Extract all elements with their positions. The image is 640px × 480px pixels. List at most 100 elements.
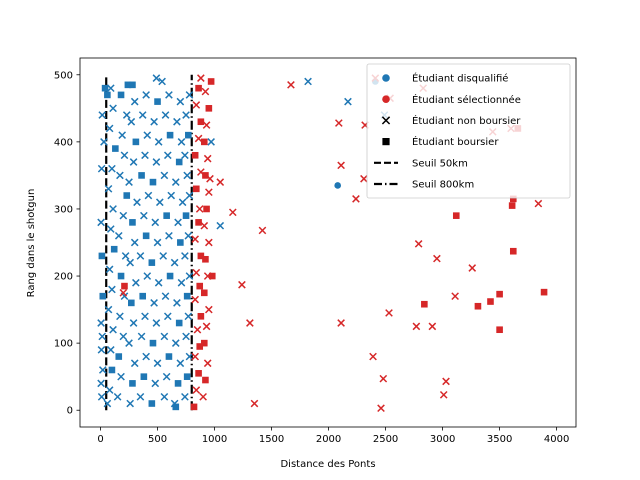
disqualified-point xyxy=(154,138,163,146)
disqualified-point-stroke xyxy=(155,198,164,207)
y-tick-label: 500 xyxy=(54,70,73,81)
disqualified-point-stroke xyxy=(116,171,124,180)
disqualified-point xyxy=(97,218,105,227)
disqualified-point xyxy=(142,352,150,361)
disqualified-point xyxy=(184,312,193,321)
selected-point-stroke xyxy=(414,240,423,248)
disqualified-point xyxy=(182,111,190,119)
disqualified-point-stroke xyxy=(161,292,170,301)
data-points xyxy=(97,74,548,413)
disqualified-point xyxy=(109,104,117,113)
disqualified-point xyxy=(159,252,168,260)
disqualified-point xyxy=(182,332,190,341)
x-tick-label: 2000 xyxy=(316,434,341,445)
selected-point xyxy=(195,219,202,226)
selected-point xyxy=(258,226,267,235)
disqualified-point xyxy=(140,211,148,220)
disqualified-point xyxy=(142,232,150,240)
disqualified-point-stroke xyxy=(106,84,115,93)
disqualified-point-stroke xyxy=(181,392,189,401)
disqualified-point xyxy=(136,252,145,260)
disqualified-point xyxy=(105,124,114,133)
disqualified-point-stroke xyxy=(150,117,158,126)
selected-point-stroke xyxy=(197,168,205,176)
disqualified-point-stroke xyxy=(165,231,173,240)
disqualified-point-stroke xyxy=(104,305,113,314)
disqualified-point-stroke xyxy=(185,352,194,361)
disqualified-point xyxy=(176,359,185,368)
selected-point-stroke xyxy=(206,174,214,183)
disqualified-point-stroke xyxy=(185,91,194,99)
disqualified-point-stroke xyxy=(173,117,181,126)
disqualified-point-stroke xyxy=(127,117,136,126)
disqualified-point xyxy=(160,171,169,180)
disqualified-point xyxy=(116,312,124,321)
y-tick-label: 200 xyxy=(54,272,73,283)
x-tick-label: 4000 xyxy=(544,434,569,445)
disqualified-point xyxy=(109,325,117,334)
selected-point-stroke xyxy=(205,188,213,197)
x-tick-label: 1500 xyxy=(259,434,284,445)
disqualified-point xyxy=(182,212,190,219)
disqualified-point xyxy=(106,346,115,354)
disqualified-point xyxy=(171,339,180,347)
selected-point xyxy=(202,255,209,263)
disqualified-point-stroke xyxy=(142,352,150,361)
disqualified-point xyxy=(183,373,191,380)
disqualified-point xyxy=(144,191,153,200)
legend-entry-2-label: Étudiant sélectionnée xyxy=(412,93,521,106)
disqualified-point-stroke xyxy=(126,399,135,408)
disqualified-point-stroke xyxy=(165,91,173,99)
disqualified-point xyxy=(161,292,170,301)
disqualified-point-stroke xyxy=(129,158,138,166)
disqualified-point-stroke xyxy=(109,205,117,213)
disqualified-point-stroke xyxy=(171,178,180,186)
disqualified-point xyxy=(143,272,152,280)
selected-point xyxy=(207,78,215,85)
disqualified-point xyxy=(99,292,107,300)
selected-point xyxy=(202,376,209,384)
selected-point xyxy=(534,199,543,208)
selected-point-stroke xyxy=(337,161,345,170)
disqualified-point xyxy=(125,178,133,186)
disqualified-point xyxy=(160,392,169,401)
disqualified-point xyxy=(106,225,115,233)
disqualified-point-stroke xyxy=(167,191,176,200)
disqualified-point xyxy=(344,97,352,106)
selected-point xyxy=(433,254,441,263)
disqualified-point-stroke xyxy=(154,278,163,287)
disqualified-point-stroke xyxy=(103,399,112,408)
selected-point xyxy=(385,309,393,317)
x-tick-label: 500 xyxy=(148,434,167,445)
disqualified-point xyxy=(150,299,158,307)
disqualified-point-stroke xyxy=(170,399,179,408)
disqualified-point xyxy=(149,339,157,347)
disqualified-point xyxy=(103,399,112,408)
selected-point-stroke xyxy=(193,325,202,334)
selected-point xyxy=(203,154,212,163)
disqualified-point-stroke xyxy=(104,184,113,193)
selected-point xyxy=(246,319,254,327)
selected-point-stroke xyxy=(442,377,450,386)
disqualified-point xyxy=(130,359,139,368)
selected-point xyxy=(428,322,437,331)
disqualified-point-stroke xyxy=(105,124,114,133)
disqualified-point-stroke xyxy=(137,332,146,341)
disqualified-point-stroke xyxy=(174,218,182,227)
disqualified-point xyxy=(149,178,157,186)
selected-point xyxy=(205,188,213,197)
selected-point xyxy=(208,272,216,280)
selected-point-stroke xyxy=(205,238,213,247)
selected-point-stroke xyxy=(352,195,360,203)
selected-point xyxy=(205,305,213,314)
selected-point xyxy=(509,195,517,203)
disqualified-point-stroke xyxy=(97,346,106,354)
selected-point xyxy=(197,313,205,320)
disqualified-point xyxy=(153,359,162,368)
selected-point-stroke xyxy=(377,404,385,413)
disqualified-point xyxy=(116,171,124,180)
selected-point xyxy=(202,121,211,129)
disqualified-point-stroke xyxy=(159,252,168,260)
selected-point-stroke xyxy=(228,208,237,217)
selected-point-stroke xyxy=(197,74,205,82)
